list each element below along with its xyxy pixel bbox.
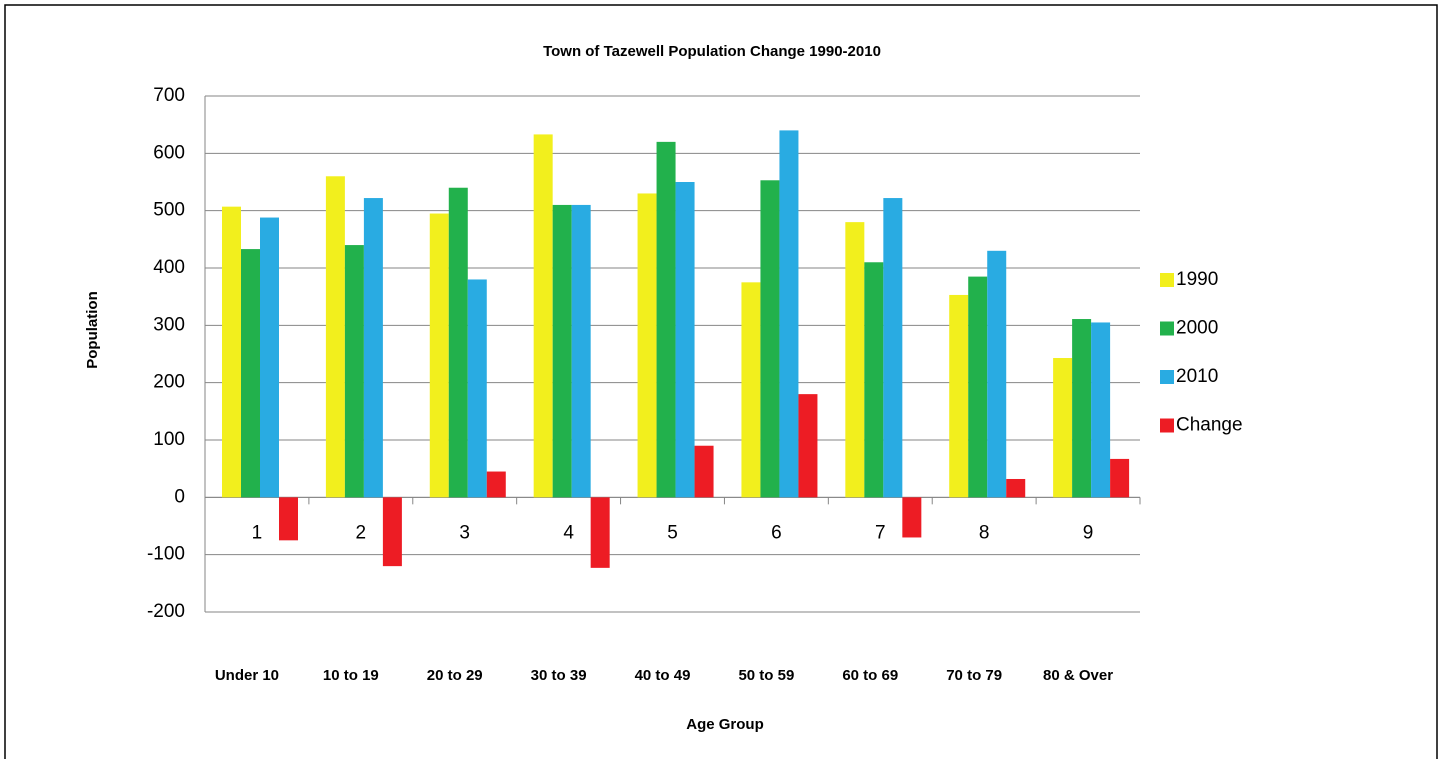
x-tick-label: 7: [875, 522, 886, 543]
x-tick-label: 9: [1083, 522, 1094, 543]
group-label: 30 to 39: [531, 667, 587, 684]
x-tick-label: 6: [771, 522, 782, 543]
group-label: Under 10: [215, 667, 279, 684]
legend-swatch: [1160, 321, 1174, 336]
bar: [590, 497, 610, 568]
bar: [987, 250, 1007, 498]
bar: [798, 394, 818, 498]
y-tick-label: 0: [174, 486, 185, 507]
legend-swatch: [1160, 273, 1174, 287]
bar: [571, 204, 591, 498]
chart-border: [4, 4, 1438, 759]
bar: [741, 282, 761, 498]
bar: [222, 206, 241, 498]
x-axis-label: Age Group: [686, 716, 764, 733]
x-tick-label: 4: [563, 522, 574, 543]
group-label: 60 to 69: [842, 667, 898, 684]
y-axis-label: Population: [84, 291, 101, 369]
bar: [760, 180, 780, 498]
x-tick-label: 2: [356, 522, 367, 543]
bar: [260, 217, 279, 498]
y-tick-label: 400: [153, 257, 185, 278]
bar: [344, 245, 364, 498]
bar: [883, 198, 903, 498]
bar: [363, 198, 383, 498]
bar: [325, 176, 345, 498]
y-tick-label: -100: [147, 544, 185, 565]
bar: [382, 497, 402, 567]
x-tick-label: 8: [979, 522, 990, 543]
bar: [241, 249, 260, 498]
bar: [467, 279, 487, 498]
bar: [1006, 478, 1026, 498]
x-tick-label: 1: [252, 522, 263, 543]
bar: [1053, 358, 1073, 498]
bar: [1110, 458, 1130, 498]
bar: [779, 130, 799, 498]
bar: [279, 497, 298, 541]
bar: [533, 134, 553, 498]
bar: [486, 471, 506, 498]
group-label: 40 to 49: [635, 667, 691, 684]
group-label: 10 to 19: [323, 667, 379, 684]
y-tick-label: 300: [153, 314, 185, 335]
bar: [845, 222, 865, 498]
legend-label: Change: [1176, 415, 1243, 436]
x-tick-label: 5: [667, 522, 678, 543]
bar: [552, 204, 572, 498]
x-tick-label: 3: [459, 522, 470, 543]
group-label: 20 to 29: [427, 667, 483, 684]
bar: [949, 294, 969, 498]
group-label: 50 to 59: [738, 667, 794, 684]
y-tick-label: 600: [153, 142, 185, 163]
legend-swatch: [1160, 370, 1174, 384]
bar: [1072, 319, 1092, 498]
y-tick-label: 200: [153, 372, 185, 393]
group-label: 70 to 79: [946, 667, 1002, 684]
bar: [448, 187, 468, 498]
group-label: 80 & Over: [1043, 667, 1113, 684]
y-tick-label: 700: [153, 85, 185, 106]
bar: [694, 445, 714, 498]
y-tick-label: 100: [153, 429, 185, 450]
bar: [637, 193, 657, 498]
bar: [1091, 322, 1111, 498]
legend-swatch: [1160, 418, 1174, 433]
bar: [864, 262, 884, 498]
bar: [902, 497, 922, 538]
chart-title: Town of Tazewell Population Change 1990-…: [543, 43, 881, 60]
y-tick-label: 500: [153, 200, 185, 221]
bar: [656, 141, 676, 498]
bar: [968, 276, 988, 498]
bar: [675, 182, 695, 498]
bar: [429, 213, 449, 498]
legend-label: 2010: [1176, 366, 1218, 387]
legend-label: 2000: [1176, 318, 1218, 339]
y-tick-label: -200: [147, 601, 185, 622]
legend-label: 1990: [1176, 269, 1218, 290]
